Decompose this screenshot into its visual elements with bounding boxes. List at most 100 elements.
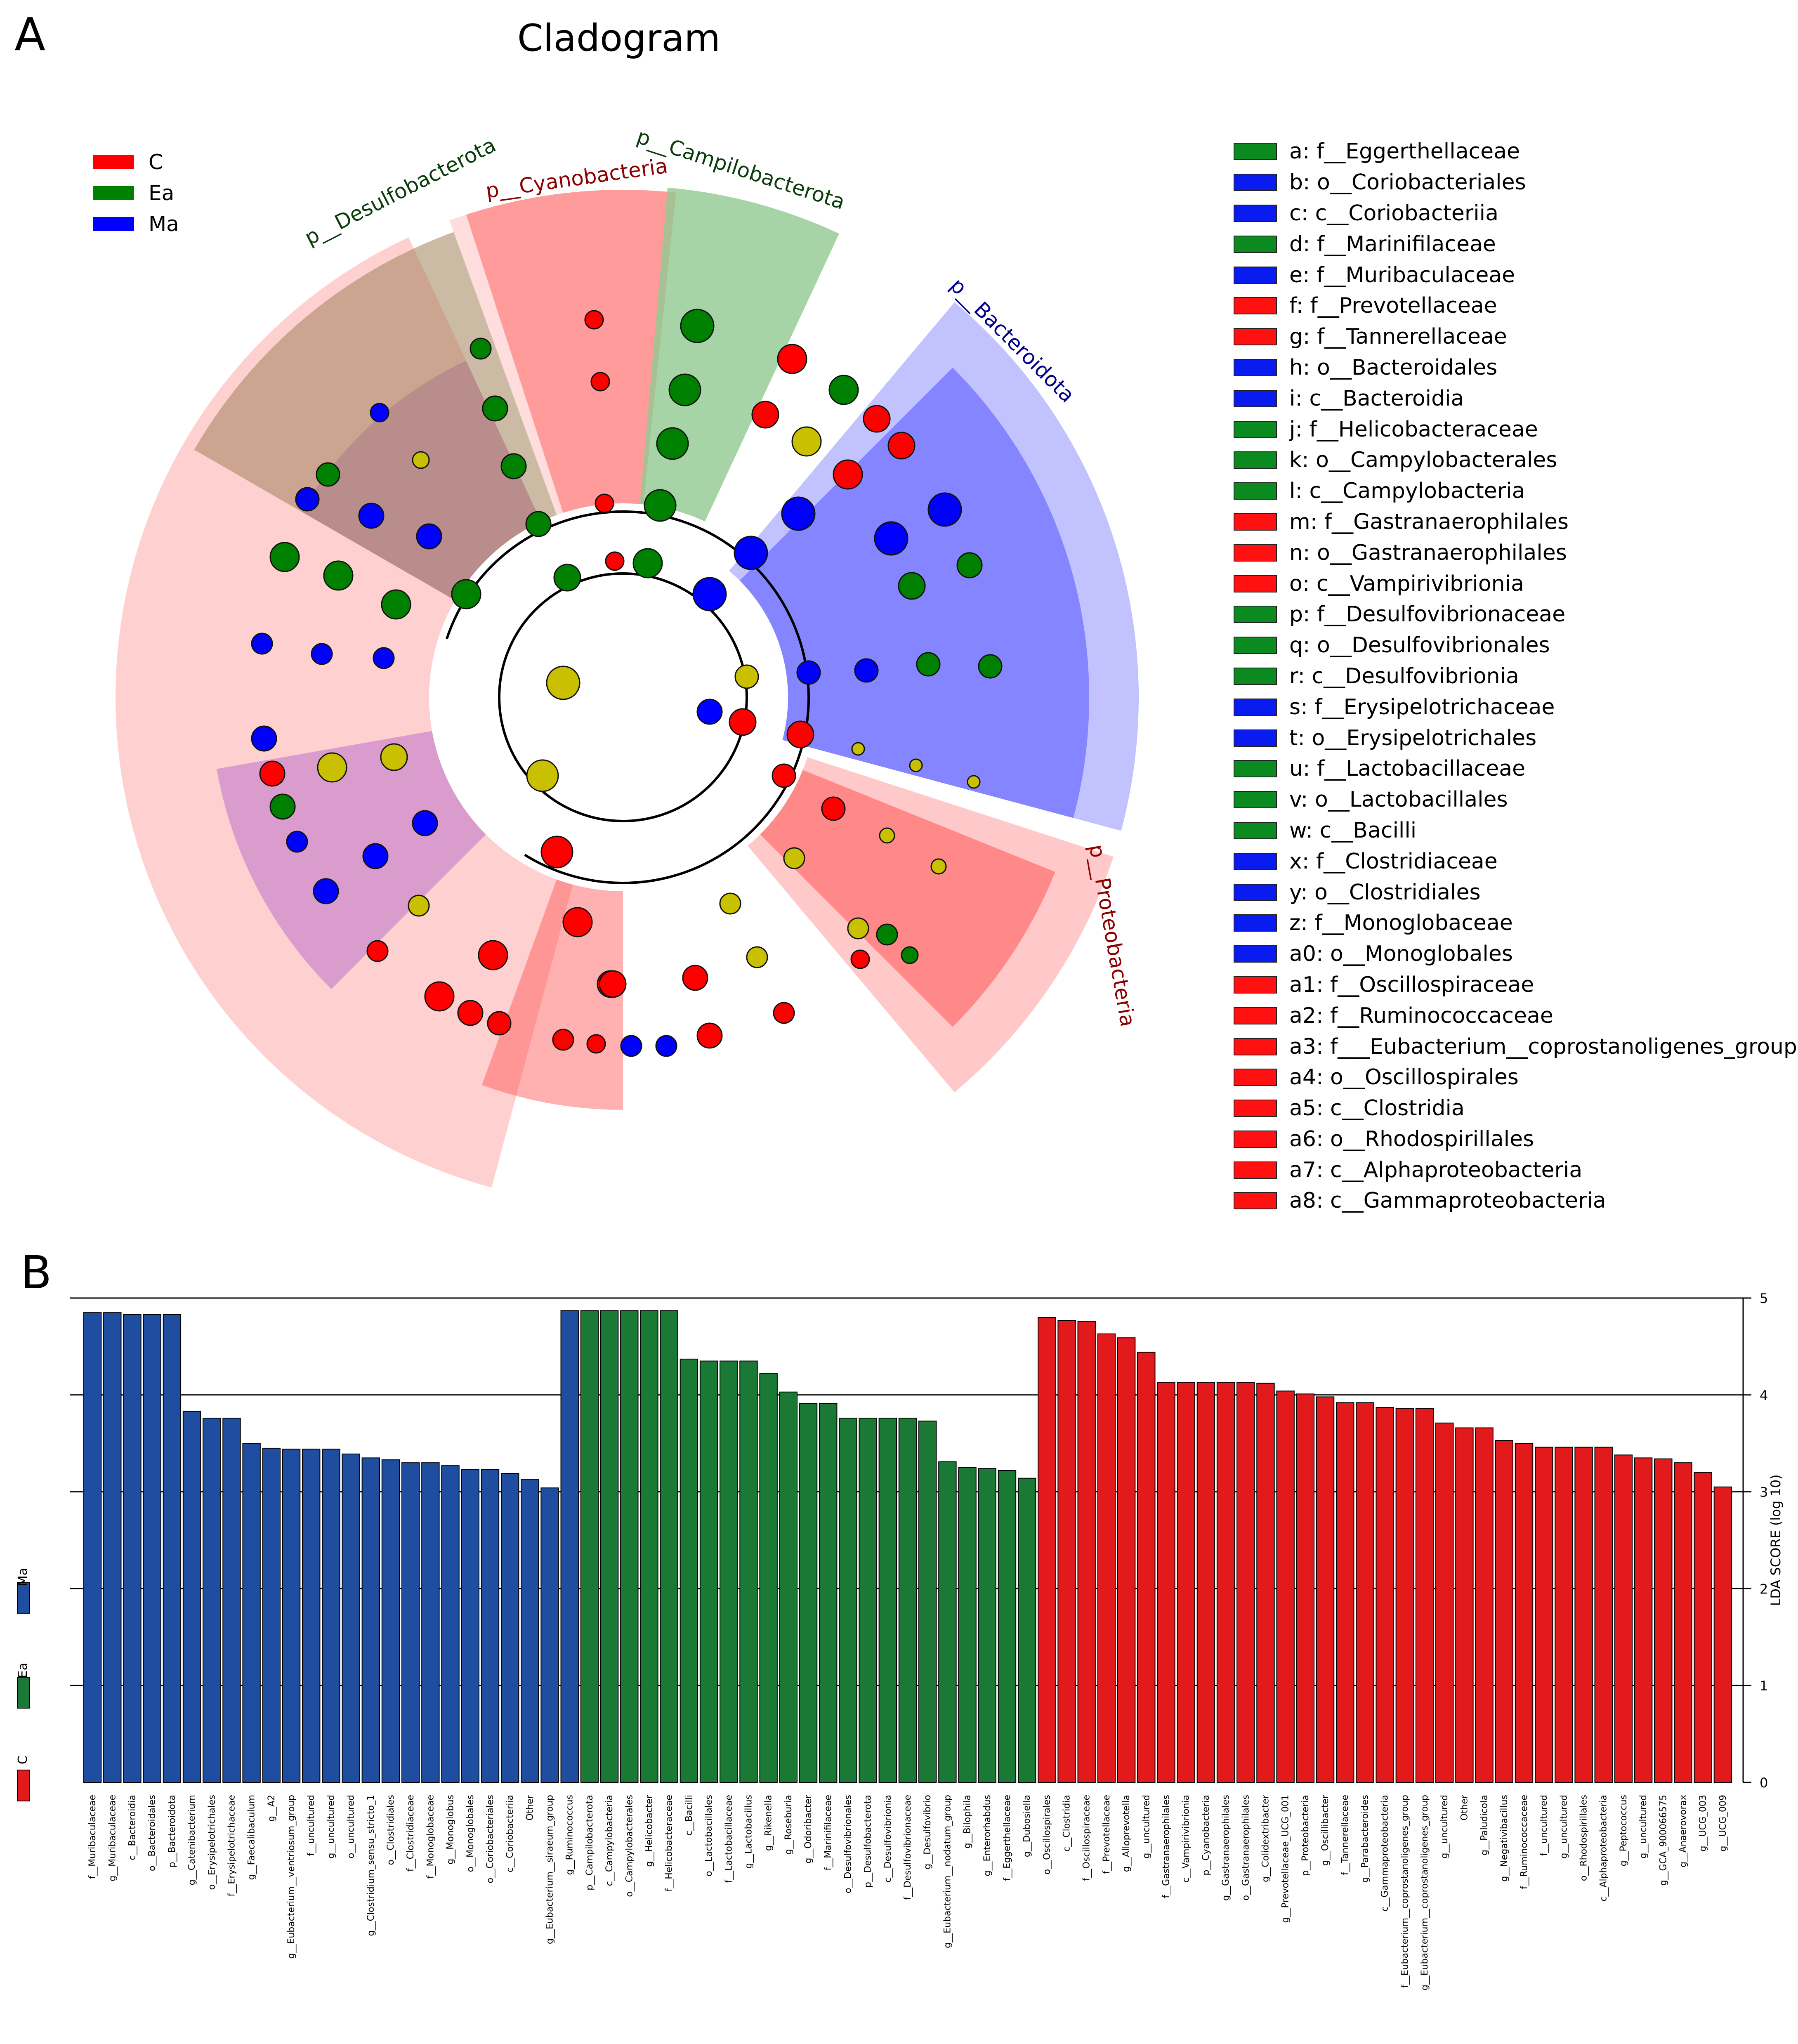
bar [1077,1321,1096,1783]
bar [819,1403,838,1783]
key-legend-item: w: c__Bacilli [1234,815,1797,846]
key-legend-swatch [1234,1130,1277,1148]
key-legend-swatch [1234,698,1277,716]
key-legend-swatch [1234,1038,1277,1055]
tree-node [526,759,559,792]
tree-node [546,666,580,700]
key-legend-swatch [1234,204,1277,222]
tree-node [680,309,715,343]
x-tick-label: g__Faecalibaculum [247,1795,257,1880]
legend-item-ma: Ma [93,208,179,239]
tree-node [595,493,614,513]
bar [1256,1383,1275,1783]
tree-node [408,895,430,917]
x-tick-label: c__Bacilli [684,1795,694,1836]
bar [1336,1402,1354,1783]
bar [859,1418,877,1783]
cladogram: p__Desulfobacterota p__Cyanobacteria p__… [116,124,1140,1188]
tree-node [478,940,508,970]
key-legend-label: x: f__Clostridiaceae [1289,849,1498,874]
key-legend-item: n: o__Gastranaerophilales [1234,537,1797,568]
tree-node [821,796,846,821]
bar [1276,1390,1295,1783]
tree-node [781,496,816,531]
bar [322,1449,340,1783]
key-legend-item: a4: o__Oscillospirales [1234,1062,1797,1093]
key-legend-item: a6: o__Rhodospirillales [1234,1124,1797,1155]
bar [441,1465,460,1783]
bar [699,1360,718,1783]
x-tick-label: c__Desulfovibrionia [883,1795,893,1883]
bar [620,1310,639,1783]
x-tick-label: g__Alloprevotella [1121,1795,1132,1872]
key-legend-label: n: o__Gastranaerophilales [1289,540,1567,565]
bar [1117,1337,1136,1783]
bar [182,1411,201,1783]
tree-node [412,451,430,469]
key-legend-swatch [1234,174,1277,191]
key-legend-label: z: f__Monoglobaceae [1289,911,1513,936]
bar [1634,1457,1653,1783]
panel-label-b: B [21,1246,52,1299]
key-legend-swatch [1234,544,1277,562]
tree-node [584,310,604,330]
x-tick-label: f__Clostridiaceae [406,1795,416,1872]
bar [282,1449,301,1783]
tree-node [876,923,898,946]
tree-node [590,372,610,392]
tree-node [416,523,442,550]
tree-node [553,564,581,592]
x-tick-label: g__Monoglobus [446,1795,456,1865]
key-legend-label: c: c__Coriobacteriia [1289,201,1498,226]
tree-node [605,551,625,571]
x-tick-label: p__Desulfobacterota [863,1795,873,1888]
key-legend-swatch [1234,235,1277,253]
bar [83,1312,102,1783]
tree-node [381,589,411,620]
x-tick-label: g__Anaerovorax [1678,1795,1689,1867]
tree-node [692,577,727,611]
tree-node [854,658,879,683]
key-legend-item: s: f__Erysipelotrichaceae [1234,692,1797,722]
x-tick-label: o__Desulfovibrionales [843,1795,853,1893]
key-legend-item: v: o__Lactobacillales [1234,784,1797,815]
x-tick-label: f__Ruminococcaceae [1519,1795,1529,1889]
x-tick-label: g__A2 [267,1795,277,1822]
tree-node [833,459,863,490]
x-tick-label: g__Rikenella [764,1795,774,1851]
x-tick-label: c__Vampirivibrionia [1181,1795,1192,1883]
bar [998,1470,1017,1783]
tree-node [696,699,723,725]
y-tick-label: 4 [1760,1388,1768,1403]
key-legend-label: e: f__Muribaculaceae [1289,262,1515,288]
bar [1177,1382,1195,1783]
x-tick-label: g__Prevotellaceae_UCG_001 [1281,1795,1291,1923]
bar [381,1459,400,1783]
x-tick-label: f__Erysipelotrichaceae [227,1795,237,1896]
key-legend-swatch [1234,606,1277,623]
bar [540,1487,559,1783]
clade-sector [466,189,668,513]
x-tick-label: g__Roseburia [783,1795,794,1855]
bar [421,1462,440,1783]
y-tick-label: 1 [1760,1678,1768,1694]
legend-label: Ea [16,1663,30,1678]
tree-node [898,572,926,600]
bar [1654,1458,1673,1783]
tree-node [317,752,347,783]
key-legend-swatch [1234,667,1277,685]
tree-node [863,405,891,433]
bar [500,1473,519,1783]
bar [342,1454,360,1783]
key-legend-item: h: o__Bacteroidales [1234,352,1797,383]
key-legend-label: s: f__Erysipelotrichaceae [1289,694,1555,720]
key-legend-label: y: o__Clostridiales [1289,880,1481,905]
bar [898,1418,917,1783]
x-tick-label: g__Clostridium_sensu_stricto_1 [366,1795,376,1936]
tree-node [552,1029,574,1051]
key-legend-item: l: c__Campylobacteria [1234,476,1797,507]
bar [1057,1320,1076,1783]
x-tick-label: f__uncultured [1539,1795,1549,1856]
key-legend-item: j: f__Helicobacteraceae [1234,414,1797,445]
tree-node [791,426,822,457]
